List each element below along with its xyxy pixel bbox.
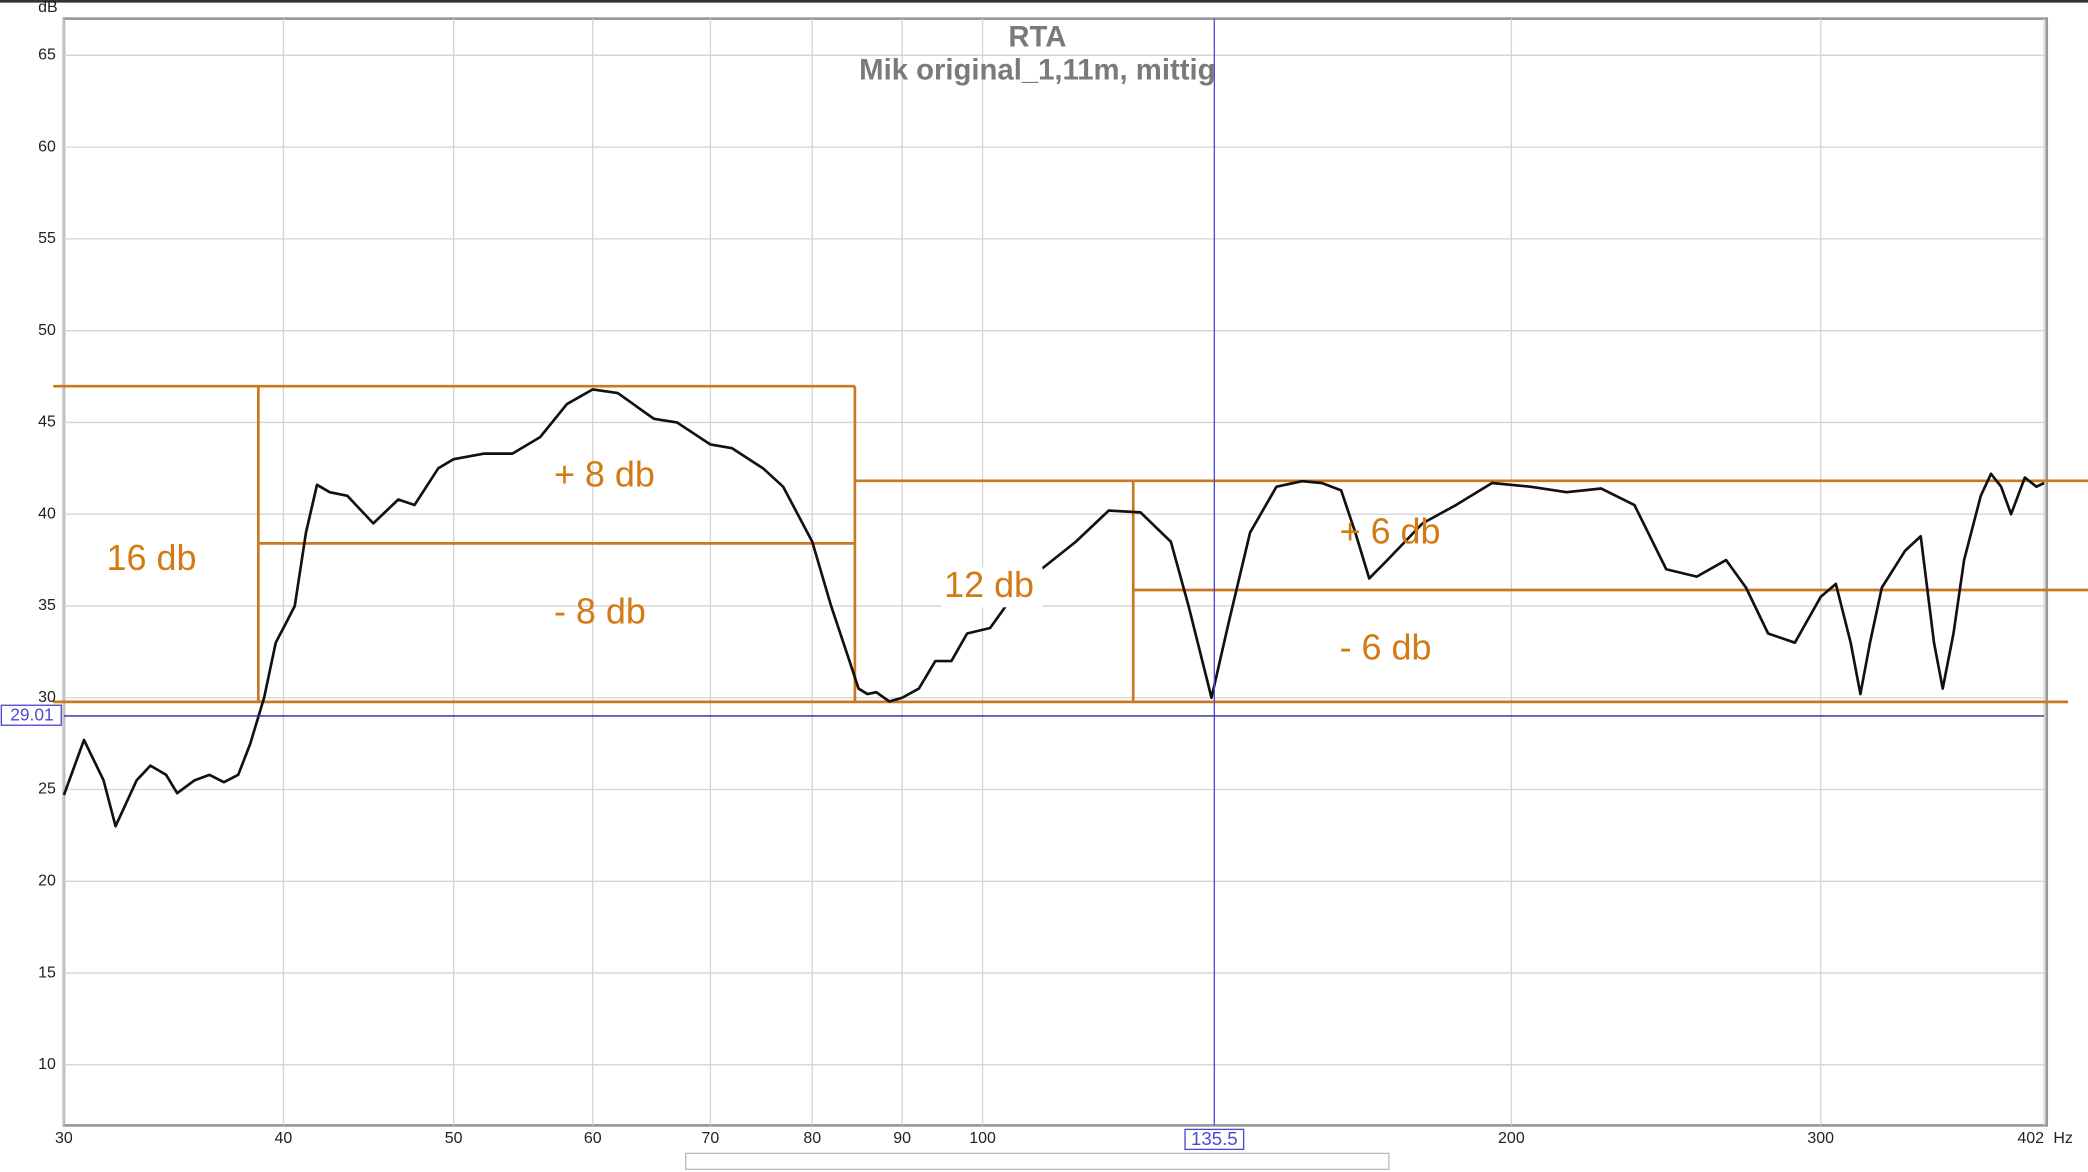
y-tick-label: 15 [38, 964, 56, 981]
annotations [53, 384, 2088, 704]
x-tick-label: 300 [1807, 1130, 1834, 1147]
x-tick-label: 100 [969, 1130, 996, 1147]
y-axis-label: dB [38, 0, 58, 16]
x-axis-label: Hz [2053, 1130, 2073, 1147]
chart-subtitle: Mik original_1,11m, mittig [859, 54, 1215, 87]
y-tick-label: 50 [38, 322, 56, 339]
data-line [62, 388, 2045, 828]
y-tick-label: 65 [38, 47, 56, 64]
x-tick-label: 50 [445, 1130, 463, 1147]
grid [63, 18, 2045, 1126]
x-tick-label: 80 [803, 1130, 821, 1147]
x-tick-label: 40 [275, 1130, 293, 1147]
chart-title: RTA [1008, 20, 1066, 53]
annotation-text: + 6 db [1340, 511, 1441, 552]
cursor-x-label: 135.5 [1191, 1128, 1238, 1149]
annotation-text: 12 db [944, 564, 1034, 605]
y-tick-label: 55 [38, 230, 56, 247]
y-tick-label: 35 [38, 597, 56, 614]
x-tick-label: 60 [584, 1130, 602, 1147]
legend-strip [685, 1152, 1390, 1171]
x-tick-label: 30 [55, 1130, 73, 1147]
y-tick-label: 60 [38, 138, 56, 155]
cursor-x-box [1184, 1128, 1245, 1151]
y-tick-label: 20 [38, 872, 56, 889]
annotation-bg [941, 567, 1043, 608]
annotation-text: 16 db [107, 537, 197, 578]
y-tick-label: 45 [38, 414, 56, 431]
annotation-text: + 8 db [554, 453, 655, 494]
annotation-text: - 8 db [554, 590, 646, 631]
x-tick-label: 70 [702, 1130, 720, 1147]
x-tick-label: 200 [1498, 1130, 1525, 1147]
cursor-y-label: 29.01 [10, 704, 53, 724]
x-tick-label: 90 [893, 1130, 911, 1147]
y-tick-label: 40 [38, 505, 56, 522]
y-tick-label: 10 [38, 1056, 56, 1073]
annotation-text: - 6 db [1340, 626, 1432, 667]
y-tick-label: 25 [38, 781, 56, 798]
y-tick-label: 30 [38, 689, 56, 706]
cursor-y-box [0, 704, 62, 726]
x-tick-label: 402 [2017, 1130, 2044, 1147]
